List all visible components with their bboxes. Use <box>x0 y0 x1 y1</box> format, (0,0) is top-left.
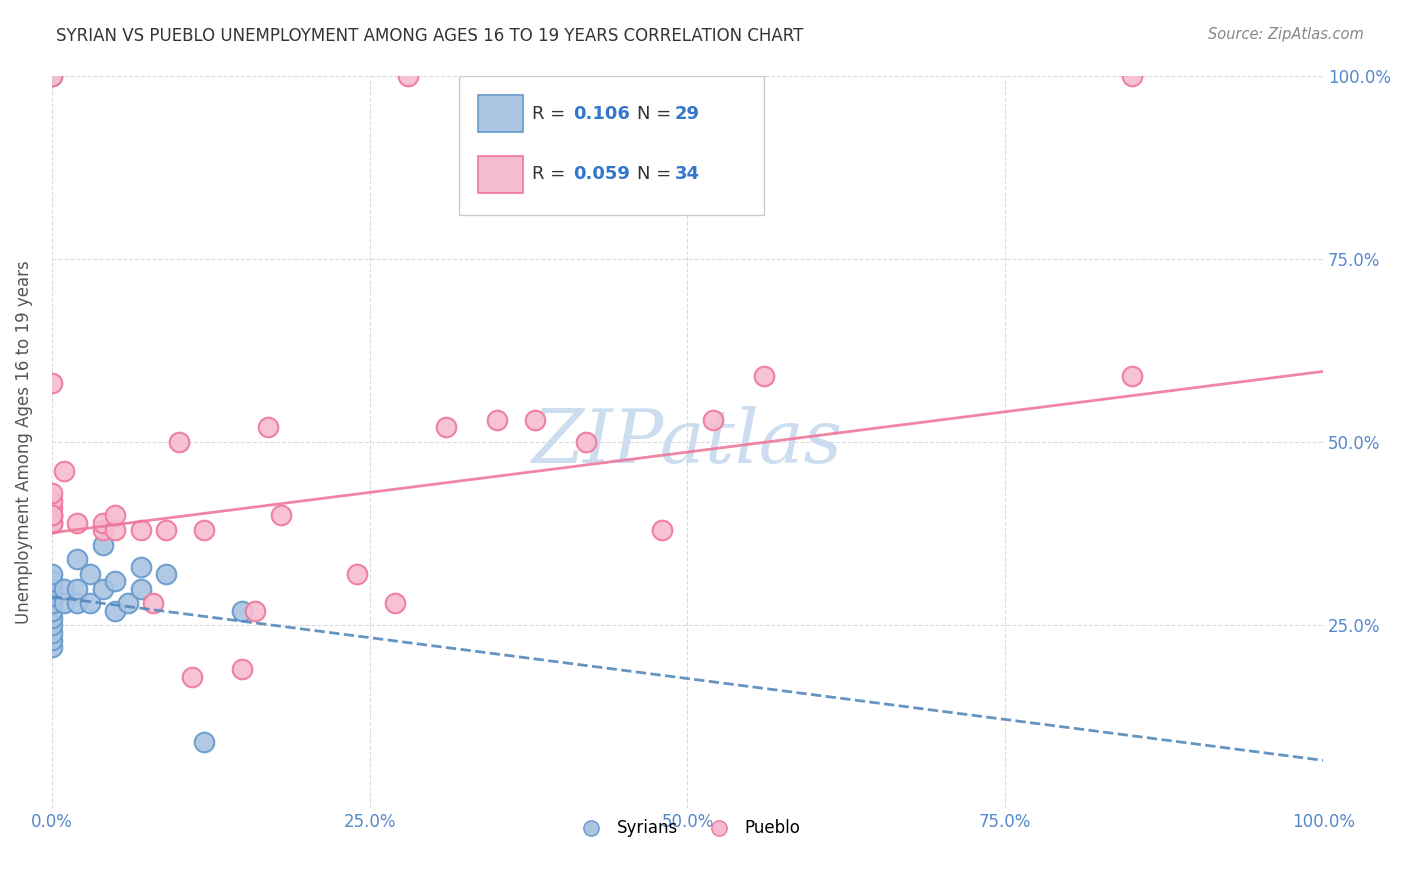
Y-axis label: Unemployment Among Ages 16 to 19 years: Unemployment Among Ages 16 to 19 years <box>15 260 32 624</box>
Point <box>41 493 63 508</box>
Point <box>41 618 63 632</box>
Point <box>155 566 177 581</box>
Point <box>270 508 292 523</box>
Point <box>193 523 215 537</box>
Text: 29: 29 <box>675 104 700 122</box>
Point <box>41 596 63 610</box>
Text: 0.106: 0.106 <box>574 104 630 122</box>
Point <box>41 508 63 523</box>
Point <box>41 589 63 603</box>
Point <box>752 369 775 384</box>
Text: Source: ZipAtlas.com: Source: ZipAtlas.com <box>1208 27 1364 42</box>
Point <box>53 596 76 610</box>
Point <box>104 603 127 617</box>
Point <box>155 523 177 537</box>
Point <box>257 420 280 434</box>
Point <box>104 574 127 589</box>
Point <box>117 596 139 610</box>
Point <box>243 603 266 617</box>
Point <box>41 640 63 655</box>
Text: N =: N = <box>637 104 676 122</box>
Point <box>523 413 546 427</box>
Point <box>231 603 253 617</box>
Point <box>41 486 63 500</box>
Point <box>66 552 89 566</box>
Text: R =: R = <box>533 104 571 122</box>
Point <box>41 69 63 83</box>
Point <box>91 523 114 537</box>
Point <box>702 413 724 427</box>
Point <box>41 508 63 523</box>
Point <box>41 574 63 589</box>
Point <box>231 662 253 676</box>
Point <box>41 516 63 530</box>
Point <box>167 434 190 449</box>
Point <box>1121 369 1143 384</box>
Text: R =: R = <box>533 165 571 184</box>
Point <box>41 516 63 530</box>
Point <box>346 566 368 581</box>
Point <box>66 516 89 530</box>
Point <box>41 632 63 647</box>
Point <box>66 582 89 596</box>
Text: ZIPatlas: ZIPatlas <box>531 406 844 478</box>
Text: SYRIAN VS PUEBLO UNEMPLOYMENT AMONG AGES 16 TO 19 YEARS CORRELATION CHART: SYRIAN VS PUEBLO UNEMPLOYMENT AMONG AGES… <box>56 27 804 45</box>
Point <box>129 559 152 574</box>
Point <box>66 596 89 610</box>
Point <box>396 69 419 83</box>
Point <box>1121 69 1143 83</box>
Point <box>180 669 202 683</box>
Point <box>41 500 63 515</box>
Point <box>53 464 76 478</box>
Point <box>129 523 152 537</box>
Point <box>485 413 508 427</box>
Point <box>41 611 63 625</box>
Text: 34: 34 <box>675 165 700 184</box>
Point <box>193 735 215 749</box>
Point <box>79 596 101 610</box>
Point <box>41 625 63 640</box>
Point <box>575 434 598 449</box>
Point <box>53 582 76 596</box>
Point <box>129 582 152 596</box>
Point <box>41 376 63 391</box>
Point <box>41 603 63 617</box>
Point <box>434 420 457 434</box>
Point <box>104 508 127 523</box>
FancyBboxPatch shape <box>478 156 523 193</box>
Point <box>91 582 114 596</box>
Point <box>79 566 101 581</box>
Point <box>41 566 63 581</box>
Point <box>91 516 114 530</box>
Legend: Syrians, Pueblo: Syrians, Pueblo <box>568 813 807 844</box>
Point <box>142 596 165 610</box>
Point <box>91 538 114 552</box>
Point <box>41 596 63 610</box>
Point <box>384 596 406 610</box>
FancyBboxPatch shape <box>458 76 763 215</box>
FancyBboxPatch shape <box>478 95 523 132</box>
Point <box>41 69 63 83</box>
Point <box>104 523 127 537</box>
Text: N =: N = <box>637 165 676 184</box>
Text: 0.059: 0.059 <box>574 165 630 184</box>
Point <box>41 582 63 596</box>
Point <box>651 523 673 537</box>
